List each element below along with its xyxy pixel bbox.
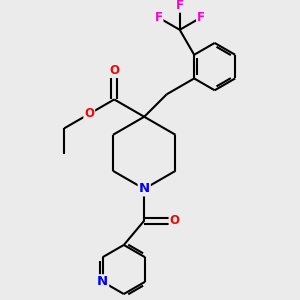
Text: N: N <box>139 182 150 195</box>
Text: O: O <box>109 64 119 77</box>
Text: F: F <box>154 11 163 24</box>
Text: O: O <box>84 107 94 120</box>
Text: F: F <box>197 11 205 24</box>
Text: N: N <box>97 275 108 288</box>
Text: O: O <box>169 214 179 227</box>
Text: F: F <box>176 0 184 12</box>
